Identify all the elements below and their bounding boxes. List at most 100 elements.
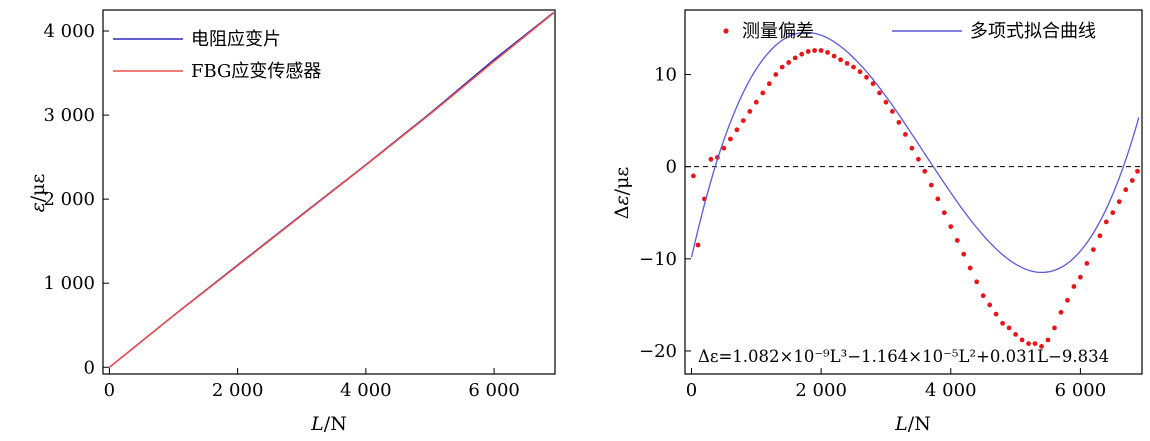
data-point (1058, 309, 1064, 315)
data-point (728, 136, 733, 142)
y-tick-label: 10 (654, 65, 677, 86)
data-point (1006, 325, 1012, 331)
legend-label-measured-deviation: 测量偏差 (742, 21, 814, 42)
right-y-ticks: −20 −10 0 10 (639, 65, 691, 362)
data-point (1103, 219, 1109, 225)
polynomial-fit-curve (690, 31, 1140, 274)
data-point (909, 145, 915, 151)
x-tick-label: 6 000 (1055, 380, 1107, 401)
data-point (1116, 199, 1122, 205)
y-tick-label: 3 000 (43, 105, 95, 126)
data-point (734, 127, 740, 133)
left-x-axis-label: L/N (310, 413, 347, 435)
data-point (1019, 337, 1025, 343)
left-plot-frame (102, 9, 556, 375)
data-point (1045, 337, 1051, 343)
data-point (779, 64, 785, 70)
data-point (740, 118, 746, 123)
data-point (896, 120, 902, 125)
x-tick-label: 4 000 (340, 380, 392, 401)
legend-marker-measured-deviation (723, 28, 729, 34)
data-point (844, 61, 850, 66)
data-point (1026, 341, 1031, 346)
data-point (857, 69, 863, 75)
data-point (812, 48, 817, 53)
data-point (825, 50, 830, 55)
data-point (838, 57, 843, 63)
y-tick-label: 0 (666, 157, 677, 178)
y-tick-label: 1 000 (43, 273, 95, 294)
x-tick-label: 0 (686, 380, 697, 401)
data-point (890, 109, 895, 114)
series-line-fbg-sensor (108, 12, 555, 368)
data-point (922, 168, 928, 174)
x-tick-label: 4 000 (925, 380, 977, 401)
data-point (773, 72, 779, 77)
data-point (799, 51, 805, 57)
data-point (747, 109, 753, 114)
right-legend: 测量偏差 多项式拟合曲线 (723, 21, 1096, 42)
right-x-ticks: 0 2 000 4 000 6 000 (686, 368, 1106, 401)
data-point (903, 132, 908, 137)
data-point (1123, 187, 1129, 193)
data-point (721, 145, 727, 151)
data-point (760, 90, 766, 96)
data-point (818, 48, 824, 53)
legend-label-fbg-sensor: FBG应变传感器 (191, 61, 321, 82)
left-series (108, 11, 555, 368)
data-point (805, 49, 811, 54)
left-chart: 0 2 000 4 000 6 000 0 1 000 2 000 3 000 4 000 L… (27, 9, 556, 435)
data-point (1052, 325, 1057, 331)
data-point (786, 60, 792, 65)
x-tick-label: 0 (104, 380, 115, 401)
data-point (916, 156, 921, 162)
data-point (987, 302, 993, 308)
right-x-axis-label: L/N (894, 413, 931, 435)
data-point (851, 64, 856, 70)
data-point (883, 99, 889, 105)
data-point (1135, 168, 1140, 174)
left-x-ticks: 0 2 000 4 000 6 000 (104, 368, 520, 401)
data-point (1110, 210, 1116, 216)
right-y-axis-label: Δε/με (611, 167, 633, 220)
data-point (1032, 341, 1038, 346)
left-legend: 电阻应变片 FBG应变传感器 (113, 29, 321, 82)
x-tick-label: 6 000 (468, 380, 520, 401)
y-tick-label: −20 (639, 341, 677, 362)
y-tick-label: 4 000 (43, 21, 95, 42)
data-point (831, 53, 837, 59)
data-point (1091, 247, 1096, 253)
data-point (864, 74, 869, 80)
data-point (974, 279, 980, 285)
data-point (1084, 261, 1090, 266)
data-point (941, 210, 947, 216)
data-point (1078, 274, 1083, 280)
data-point (928, 182, 934, 188)
data-point (792, 55, 798, 61)
left-y-axis-label: ε/με (27, 174, 49, 213)
data-point (935, 196, 941, 202)
y-tick-label: −10 (639, 249, 677, 270)
data-point (948, 224, 954, 230)
data-point (961, 251, 967, 257)
legend-label-polynomial-fit: 多项式拟合曲线 (970, 21, 1096, 42)
data-point (967, 265, 973, 271)
data-point (766, 81, 772, 87)
data-point (1000, 320, 1005, 326)
left-y-ticks: 0 1 000 2 000 3 000 4 000 (43, 21, 109, 378)
fit-equation-annotation: Δε=1.082×10⁻⁹L³−1.164×10⁻⁵L²+0.031L−9.83… (698, 347, 1109, 366)
data-point (877, 90, 882, 96)
data-point (1071, 284, 1077, 289)
data-point (691, 173, 696, 179)
right-chart: 0 2 000 4 000 6 000 −20 −10 0 10 L/N Δε/με 测量偏… (611, 9, 1143, 435)
x-tick-label: 2 000 (795, 380, 847, 401)
data-point (1129, 178, 1135, 183)
data-point (993, 311, 999, 317)
data-point (980, 293, 986, 299)
data-point (1065, 297, 1070, 303)
legend-label-resistance-strain-gauge: 电阻应变片 (191, 29, 281, 50)
data-point (1039, 344, 1044, 349)
data-point (753, 99, 759, 105)
measured-deviation-points (691, 48, 1140, 349)
